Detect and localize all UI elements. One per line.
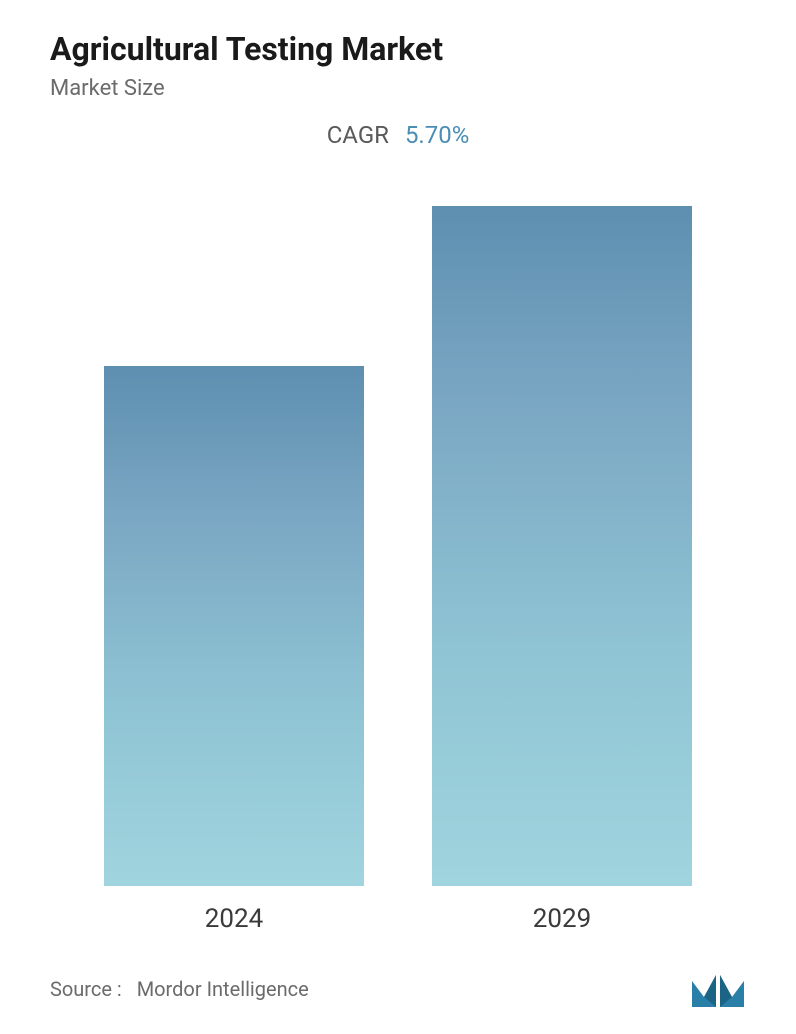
bar-group-2024: 2024	[104, 366, 364, 934]
chart-title: Agricultural Testing Market	[50, 30, 746, 68]
bar-label-2029: 2029	[533, 904, 591, 934]
chart-container: Agricultural Testing Market Market Size …	[0, 0, 796, 1034]
bar-label-2024: 2024	[205, 904, 263, 934]
chart-subtitle: Market Size	[50, 76, 746, 101]
footer: Source : Mordor Intelligence	[50, 944, 746, 1014]
cagr-row: CAGR 5.70%	[50, 121, 746, 149]
source-text: Source : Mordor Intelligence	[50, 977, 309, 1001]
source-name: Mordor Intelligence	[137, 977, 309, 1001]
source-label: Source :	[50, 977, 122, 1001]
chart-area: 2024 2029	[50, 169, 746, 944]
cagr-value: 5.70%	[405, 121, 469, 149]
bar-2029	[432, 206, 692, 886]
cagr-label: CAGR	[327, 121, 389, 149]
bar-2024	[104, 366, 364, 886]
bar-group-2029: 2029	[432, 206, 692, 934]
mordor-logo-icon	[690, 969, 746, 1009]
